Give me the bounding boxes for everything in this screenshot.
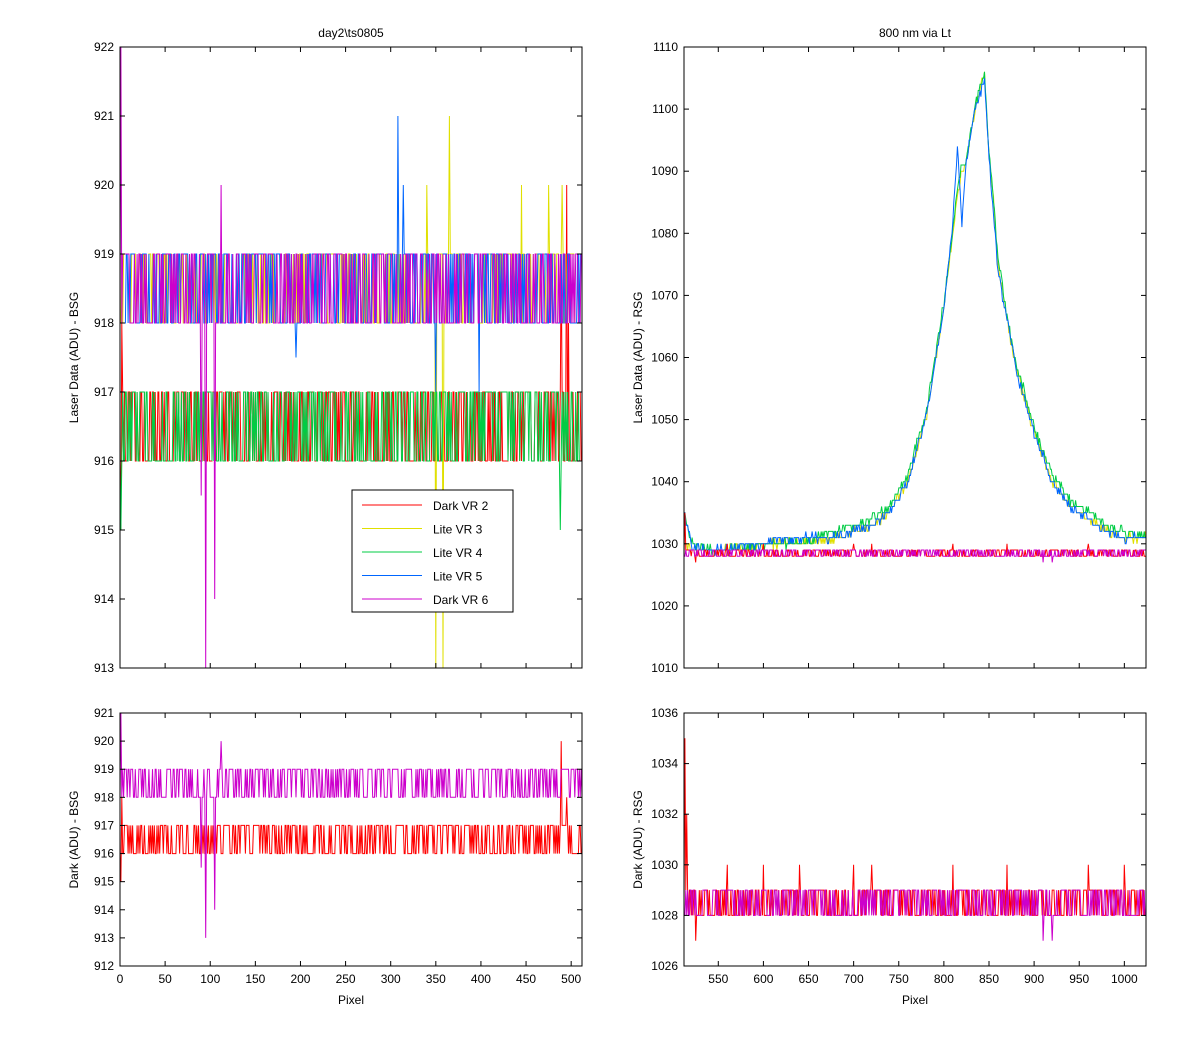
x-tick-label: 950 [1069, 972, 1089, 986]
y-tick-label: 917 [94, 818, 114, 832]
y-tick-label: 916 [94, 454, 114, 468]
x-tick-label: 450 [516, 972, 536, 986]
y-tick-label: 920 [94, 734, 114, 748]
x-tick-label: 200 [290, 972, 310, 986]
x-tick-label: 50 [158, 972, 172, 986]
legend-label: Dark VR 6 [433, 593, 489, 607]
series-group [120, 47, 582, 668]
y-axis-label: Dark (ADU) - BSG [67, 790, 81, 888]
series-line-dark-vr-6 [684, 889, 1146, 941]
y-tick-label: 1070 [651, 288, 678, 302]
y-tick-label: 1090 [651, 164, 678, 178]
x-tick-label: 750 [889, 972, 909, 986]
y-tick-label: 1050 [651, 413, 678, 427]
y-tick-label: 1040 [651, 475, 678, 489]
y-tick-label: 1080 [651, 226, 678, 240]
x-tick-label: 100 [200, 972, 220, 986]
x-tick-label: 150 [245, 972, 265, 986]
series-line-dark-vr-6 [120, 713, 582, 938]
y-tick-label: 1036 [651, 706, 678, 720]
y-tick-label: 914 [94, 903, 114, 917]
x-tick-label: 600 [753, 972, 773, 986]
plot-area [684, 47, 1146, 668]
legend-label: Dark VR 2 [433, 499, 489, 513]
y-tick-label: 921 [94, 109, 114, 123]
y-tick-label: 913 [94, 661, 114, 675]
y-tick-label: 1060 [651, 351, 678, 365]
y-tick-label: 913 [94, 931, 114, 945]
y-tick-label: 916 [94, 847, 114, 861]
y-tick-label: 918 [94, 316, 114, 330]
legend-label: Lite VR 3 [433, 523, 483, 537]
series-group [120, 713, 582, 938]
y-tick-label: 919 [94, 762, 114, 776]
y-tick-label: 919 [94, 247, 114, 261]
x-tick-label: 0 [117, 972, 124, 986]
x-tick-label: 850 [979, 972, 999, 986]
axes-bottom-right: 550 600 650 700 750 800 850 900 950 1000 1026 1028 1… [631, 706, 1147, 1007]
x-axis-label: Pixel [338, 993, 364, 1007]
series-line-lite-vr-4 [120, 391, 582, 531]
y-axis-label: Laser Data (ADU) - BSG [67, 292, 81, 423]
y-tick-label: 915 [94, 875, 114, 889]
y-tick-label: 1028 [651, 908, 678, 922]
y-tick-label: 921 [94, 706, 114, 720]
x-tick-label: 250 [336, 972, 356, 986]
series-line-dark-vr-2 [120, 741, 582, 882]
series-line-lite-vr-5 [120, 115, 582, 393]
axes-frame [683, 712, 1147, 967]
y-tick-label: 920 [94, 178, 114, 192]
series-line-lite-vr-5 [684, 78, 1146, 557]
chart-title: day2\ts0805 [318, 26, 384, 40]
x-tick-label: 900 [1024, 972, 1044, 986]
x-tick-label: 500 [561, 972, 581, 986]
series-line-dark-vr-6 [684, 549, 1146, 563]
y-tick-label: 1026 [651, 959, 678, 973]
y-tick-label: 912 [94, 959, 114, 973]
axes-frame [119, 712, 583, 967]
y-tick-label: 1034 [651, 757, 678, 771]
x-tick-label: 800 [934, 972, 954, 986]
y-tick-label: 918 [94, 790, 114, 804]
y-tick-label: 1010 [651, 661, 678, 675]
series-group [684, 738, 1146, 941]
y-tick-label: 922 [94, 40, 114, 54]
x-tick-label: 650 [799, 972, 819, 986]
y-tick-label: 914 [94, 592, 114, 606]
y-axis-label: Laser Data (ADU) - RSG [631, 291, 645, 423]
axes-frame [119, 46, 583, 669]
x-tick-label: 1000 [1111, 972, 1138, 986]
y-axis-label: Dark (ADU) - RSG [631, 790, 645, 889]
y-tick-label: 915 [94, 523, 114, 537]
legend-label: Lite VR 5 [433, 570, 483, 584]
y-tick-label: 1030 [651, 858, 678, 872]
x-tick-label: 300 [381, 972, 401, 986]
y-tick-label: 1110 [653, 40, 678, 54]
axes-top-left: 913 914 915 916 917 918 919 920 921 922 day2\ts080… [67, 26, 583, 675]
y-tick-label: 1100 [652, 102, 678, 116]
y-tick-label: 1032 [651, 807, 678, 821]
chart-title: 800 nm via Lt [879, 26, 952, 40]
y-tick-label: 917 [94, 385, 114, 399]
legend-box [351, 489, 514, 613]
x-tick-label: 550 [708, 972, 728, 986]
x-tick-label: 400 [471, 972, 491, 986]
legend: Dark VR 2 Lite VR 3 Lite VR 4 Lite VR 5 Dark… [351, 489, 514, 613]
plot-area [684, 713, 1146, 966]
y-tick-label: 1030 [651, 537, 678, 551]
x-axis-label: Pixel [902, 993, 928, 1007]
legend-label: Lite VR 4 [433, 546, 483, 560]
axes-bottom-left: 0 50 100 150 200 250 300 350 400 450 500 912 913 914 9… [67, 706, 583, 1007]
series-group [684, 71, 1146, 563]
y-tick-label: 1020 [651, 599, 678, 613]
x-tick-label: 700 [844, 972, 864, 986]
x-tick-label: 350 [426, 972, 446, 986]
axes-top-right: 1010 1020 1030 1040 1050 1060 1070 1080 1090 1100… [631, 26, 1147, 675]
series-line-dark-vr-6 [120, 47, 582, 668]
